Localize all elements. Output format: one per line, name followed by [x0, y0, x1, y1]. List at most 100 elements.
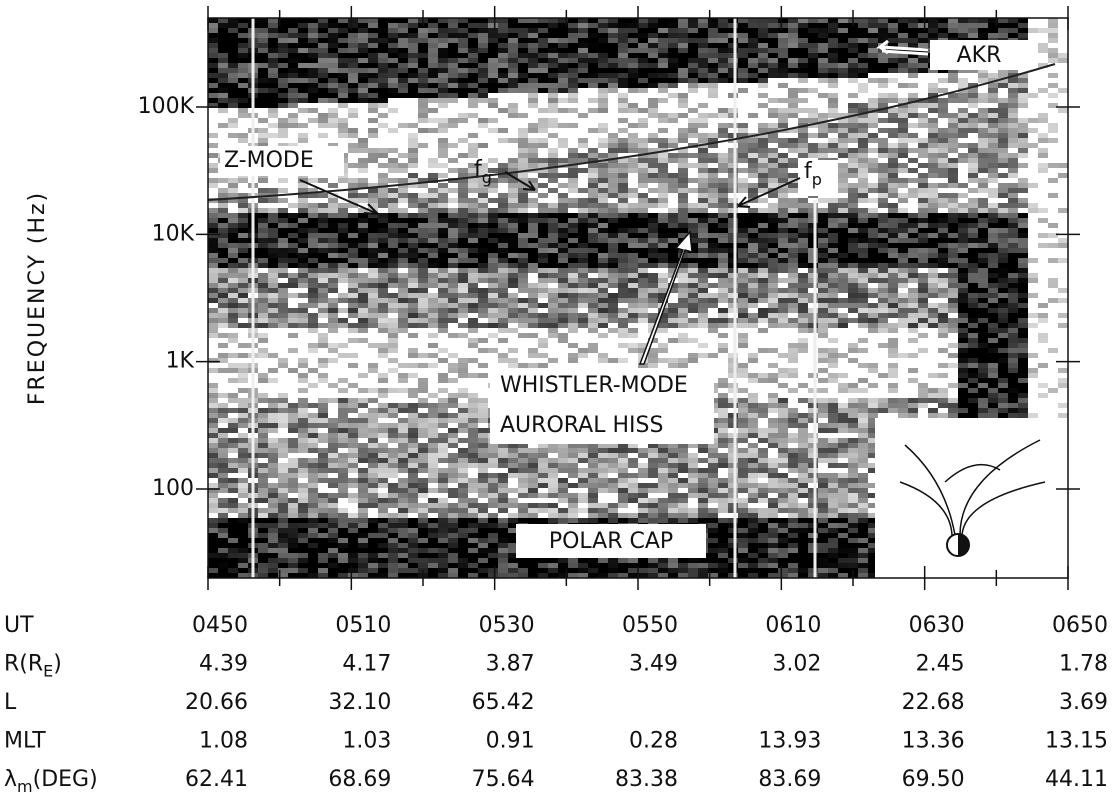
spectrogram-cell: [998, 33, 1008, 38]
spectrogram-cell: [288, 98, 298, 103]
spectrogram-cell: [868, 133, 878, 138]
spectrogram-cell: [768, 273, 778, 278]
spectrogram-cell: [318, 43, 328, 48]
spectrogram-cell: [478, 48, 488, 53]
spectrogram-cell: [848, 233, 858, 238]
spectrogram-cell: [998, 298, 1008, 303]
spectrogram-cell: [408, 228, 418, 233]
spectrogram-cell: [1028, 368, 1038, 373]
spectrogram-cell: [388, 168, 398, 173]
spectrogram-cell: [888, 258, 898, 263]
spectrogram-cell: [568, 303, 578, 308]
spectrogram-cell: [888, 178, 898, 183]
spectrogram-cell: [298, 223, 308, 228]
spectrogram-cell: [578, 348, 588, 353]
spectrogram-cell: [228, 253, 238, 258]
spectrogram-cell: [858, 183, 868, 188]
spectrogram-cell: [408, 318, 418, 323]
spectrogram-cell: [958, 78, 968, 83]
spectrogram-cell: [228, 103, 238, 108]
spectrogram-cell: [958, 373, 968, 378]
spectrogram-cell: [1018, 353, 1028, 358]
spectrogram-cell: [588, 183, 598, 188]
spectrogram-cell: [598, 353, 608, 358]
spectrogram-cell: [978, 328, 988, 333]
spectrogram-cell: [648, 188, 658, 193]
spectrogram-cell: [518, 128, 528, 133]
spectrogram-cell: [458, 218, 468, 223]
spectrogram-cell: [518, 18, 528, 23]
spectrogram-cell: [338, 83, 348, 88]
spectrogram-cell: [658, 98, 668, 103]
spectrogram-cell: [828, 253, 838, 258]
spectrogram-cell: [998, 353, 1008, 358]
spectrogram-cell: [798, 68, 808, 73]
spectrogram-cell: [528, 353, 538, 358]
spectrogram-cell: [708, 88, 718, 93]
spectrogram-cell: [468, 233, 478, 238]
spectrogram-cell: [638, 213, 648, 218]
spectrogram-cell: [228, 248, 238, 253]
spectrogram-cell: [358, 148, 368, 153]
spectrogram-cell: [958, 113, 968, 118]
spectrogram-cell: [638, 83, 648, 88]
spectrogram-cell: [658, 178, 668, 183]
spectrogram-cell: [578, 293, 588, 298]
spectrogram-cell: [808, 153, 818, 158]
spectrogram-cell: [798, 233, 808, 238]
spectrogram-cell: [398, 208, 408, 213]
spectrogram-cell: [748, 68, 758, 73]
spectrogram-cell: [608, 248, 618, 253]
spectrogram-cell: [658, 233, 668, 238]
spectrogram-cell: [938, 18, 948, 23]
spectrogram-cell: [838, 303, 848, 308]
spectrogram-cell: [648, 258, 658, 263]
spectrogram-cell: [778, 143, 788, 148]
spectrogram-cell: [438, 48, 448, 53]
spectrogram-cell: [508, 303, 518, 308]
spectrogram-cell: [288, 308, 298, 313]
spectrogram-cell: [618, 263, 628, 268]
spectrogram-cell: [408, 298, 418, 303]
spectrogram-cell: [498, 58, 508, 63]
spectrogram-cell: [848, 223, 858, 228]
spectrogram-cell: [588, 98, 598, 103]
spectrogram-cell: [958, 248, 968, 253]
spectrogram-cell: [508, 193, 518, 198]
spectrogram-cell: [928, 203, 938, 208]
spectrogram-cell: [938, 398, 948, 403]
spectrogram-cell: [438, 268, 448, 273]
spectrogram-cell: [268, 283, 278, 288]
spectrogram-cell: [1008, 233, 1018, 238]
spectrogram-cell: [398, 28, 408, 33]
spectrogram-cell: [468, 263, 478, 268]
spectrogram-cell: [448, 333, 458, 338]
spectrogram-cell: [638, 68, 648, 73]
spectrogram-cell: [728, 388, 738, 393]
spectrogram-cell: [668, 113, 678, 118]
spectrogram-cell: [468, 188, 478, 193]
spectrogram-cell: [378, 313, 388, 318]
spectrogram-cell: [598, 278, 608, 283]
spectrogram-cell: [268, 68, 278, 73]
spectrogram-cell: [978, 278, 988, 283]
spectrogram-cell: [928, 233, 938, 238]
spectrogram-cell: [538, 108, 548, 113]
spectrogram-cell: [468, 143, 478, 148]
spectrogram-cell: [578, 208, 588, 213]
spectrogram-cell: [288, 38, 298, 43]
spectrogram-cell: [518, 278, 528, 283]
spectrogram-cell: [298, 193, 308, 198]
spectrogram-cell: [358, 78, 368, 83]
spectrogram-cell: [868, 328, 878, 333]
spectrogram-cell: [868, 363, 878, 368]
spectrogram-cell: [998, 303, 1008, 308]
spectrogram-cell: [798, 273, 808, 278]
spectrogram-cell: [548, 248, 558, 253]
spectrogram-cell: [838, 123, 848, 128]
spectrogram-cell: [458, 53, 468, 58]
spectrogram-cell: [878, 128, 888, 133]
spectrogram-cell: [278, 258, 288, 263]
spectrogram-cell: [268, 248, 278, 253]
spectrogram-cell: [678, 308, 688, 313]
